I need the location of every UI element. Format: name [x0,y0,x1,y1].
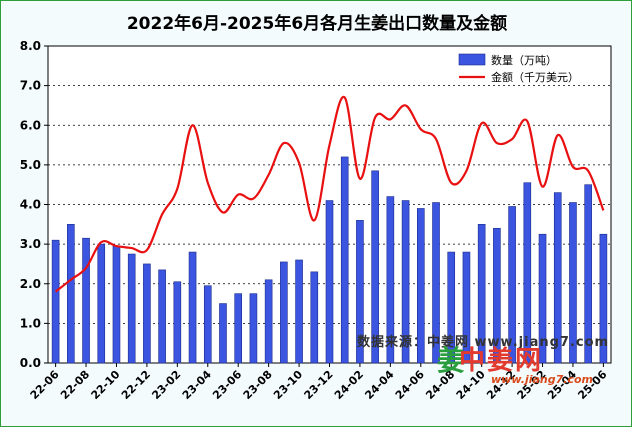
bar [51,239,60,364]
x-tick-label: 22-12 [119,368,153,402]
bar [462,251,471,364]
bar [143,263,151,364]
bar [203,285,212,364]
y-tick-label: 3.0 [20,237,41,251]
y-tick-label: 4.0 [20,198,41,212]
y-tick-label: 6.0 [20,118,41,132]
x-tick-label: 23-08 [241,368,275,402]
data-source-watermark: 数据来源：中姜网 www.jiang7.com [357,335,610,350]
y-tick-label: 8.0 [20,39,41,53]
bar [127,253,136,364]
bar [112,245,121,364]
x-tick-label: 24-04 [362,368,396,402]
bar [523,182,532,364]
legend-bar-swatch [458,53,486,66]
logo-url: www.jiang7.com [491,373,594,386]
bar [310,271,319,364]
y-tick-label: 2.0 [20,277,41,291]
bar [280,261,288,364]
bar [82,237,90,364]
x-tick-label: 23-10 [271,368,305,402]
x-tick-label: 22-10 [89,368,123,402]
bar [97,243,106,364]
bar [401,200,410,364]
bar [67,224,75,364]
bar [340,156,349,364]
bar [493,227,501,364]
bar [264,279,273,364]
bar [325,200,334,364]
x-tick-label: 24-02 [332,368,366,402]
chart-title: 2022年6月-2025年6月各月生姜出口数量及金额 [126,14,508,34]
bar [295,259,303,364]
bar [234,293,243,364]
legend-label: 数量（万吨） [491,54,557,67]
x-tick-label: 22-08 [58,368,92,402]
legend-label: 金额（千万美元） [491,70,579,84]
bar [432,202,440,364]
x-tick-label: 23-12 [302,368,336,402]
bar [371,170,379,364]
ginger-logo-icon: 姜 [437,344,466,377]
bar [553,192,562,364]
x-tick-label: 22-06 [28,368,62,402]
bar [249,293,258,364]
x-tick-label: 23-04 [180,368,214,402]
series-line [54,96,605,293]
x-tick-label: 23-06 [210,368,244,402]
logo-text: 中姜网 [459,346,544,376]
bar [219,303,227,364]
bar [584,184,592,364]
bar [188,251,197,364]
bar [158,269,166,364]
x-tick-label: 24-06 [393,368,427,402]
y-tick-label: 5.0 [20,158,41,172]
bar [173,281,182,364]
x-tick-label: 23-02 [149,368,183,402]
y-tick-label: 7.0 [20,79,41,93]
y-tick-label: 0.0 [20,356,41,370]
y-tick-label: 1.0 [20,316,41,330]
